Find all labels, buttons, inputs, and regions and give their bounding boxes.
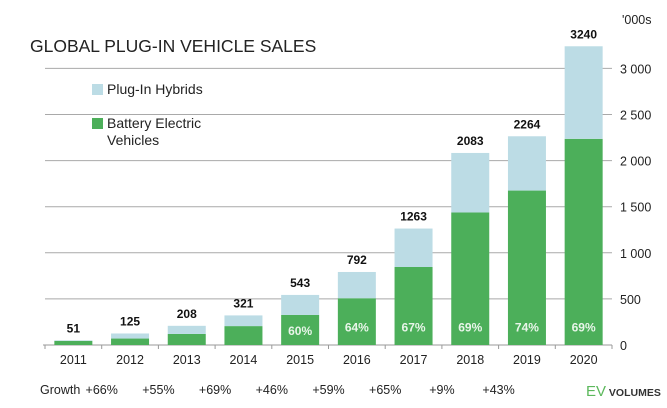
data-label-total: 2083	[457, 134, 484, 148]
legend-swatch-phev	[92, 84, 103, 95]
y-tick-label: 3 000	[620, 62, 651, 76]
x-tick-label: 2015	[286, 353, 314, 367]
x-tick-label: 2019	[513, 353, 541, 367]
data-label-total: 543	[290, 276, 310, 290]
data-label-total: 125	[120, 314, 140, 328]
legend-label-bev: Battery Electric Vehicles	[107, 115, 201, 148]
bev-share-label: 69%	[572, 321, 596, 335]
bev-share-label: 60%	[288, 324, 312, 338]
bar-bev	[451, 212, 490, 345]
growth-value: +65%	[369, 383, 401, 397]
y-tick-label: 1 000	[620, 247, 651, 261]
x-tick-label: 2012	[116, 353, 144, 367]
bar-phev	[451, 152, 490, 213]
bar-bev	[337, 298, 376, 345]
bev-share-label: 64%	[345, 321, 369, 335]
bev-share-label: 67%	[402, 321, 426, 335]
bar-phev	[224, 315, 263, 327]
bar-phev	[111, 333, 150, 339]
x-tick-label: 2017	[400, 353, 428, 367]
growth-value: +46%	[256, 383, 288, 397]
bar-bev	[54, 340, 93, 345]
y-tick-label: 2 000	[620, 155, 651, 169]
x-tick-label: 2016	[343, 353, 371, 367]
y-tick-label: 0	[620, 339, 627, 353]
growth-value: +43%	[482, 383, 514, 397]
bar-bev	[167, 333, 206, 345]
data-label-total: 2264	[514, 117, 541, 131]
growth-value: +59%	[312, 383, 344, 397]
bar-phev	[281, 294, 320, 315]
data-label-total: 321	[233, 296, 253, 310]
y-tick-label: 500	[620, 293, 641, 307]
bev-share-label: 74%	[515, 321, 539, 335]
bar-phev	[394, 228, 433, 267]
unit-label: '000s	[622, 13, 652, 27]
bar-phev	[564, 46, 603, 139]
y-tick-label: 1 500	[620, 201, 651, 215]
growth-value: +9%	[429, 383, 454, 397]
bar-phev	[54, 340, 93, 341]
growth-value: +66%	[86, 383, 118, 397]
bar-bev	[281, 314, 320, 345]
x-tick-label: 2014	[230, 353, 258, 367]
growth-label: Growth	[40, 383, 80, 397]
data-label-total: 208	[177, 307, 197, 321]
y-tick-label: 2 500	[620, 109, 651, 123]
bar-bev	[224, 326, 263, 345]
growth-value: +69%	[199, 383, 231, 397]
x-tick-label: 2020	[570, 353, 598, 367]
legend-swatch-bev	[92, 118, 103, 129]
growth-value: +55%	[142, 383, 174, 397]
bev-share-label: 69%	[458, 321, 482, 335]
bar-phev	[507, 136, 546, 191]
bar-bev	[394, 266, 433, 345]
ev-volumes-logo: EV VOLUMES	[586, 383, 661, 400]
legend-label-phev: Plug-In Hybrids	[107, 81, 203, 97]
chart-title: GLOBAL PLUG-IN VEHICLE SALES	[30, 36, 316, 56]
data-label-total: 1263	[400, 210, 427, 224]
x-tick-label: 2018	[456, 353, 484, 367]
bar-bev	[111, 338, 150, 345]
x-tick-label: 2011	[60, 353, 87, 367]
bar-phev	[167, 325, 206, 334]
data-label-total: 3240	[570, 27, 597, 41]
bar-bev	[564, 138, 603, 345]
data-label-total: 51	[67, 321, 81, 335]
x-tick-label: 2013	[173, 353, 201, 367]
bar-bev	[507, 190, 546, 345]
data-label-total: 792	[347, 253, 367, 267]
bar-phev	[337, 271, 376, 299]
